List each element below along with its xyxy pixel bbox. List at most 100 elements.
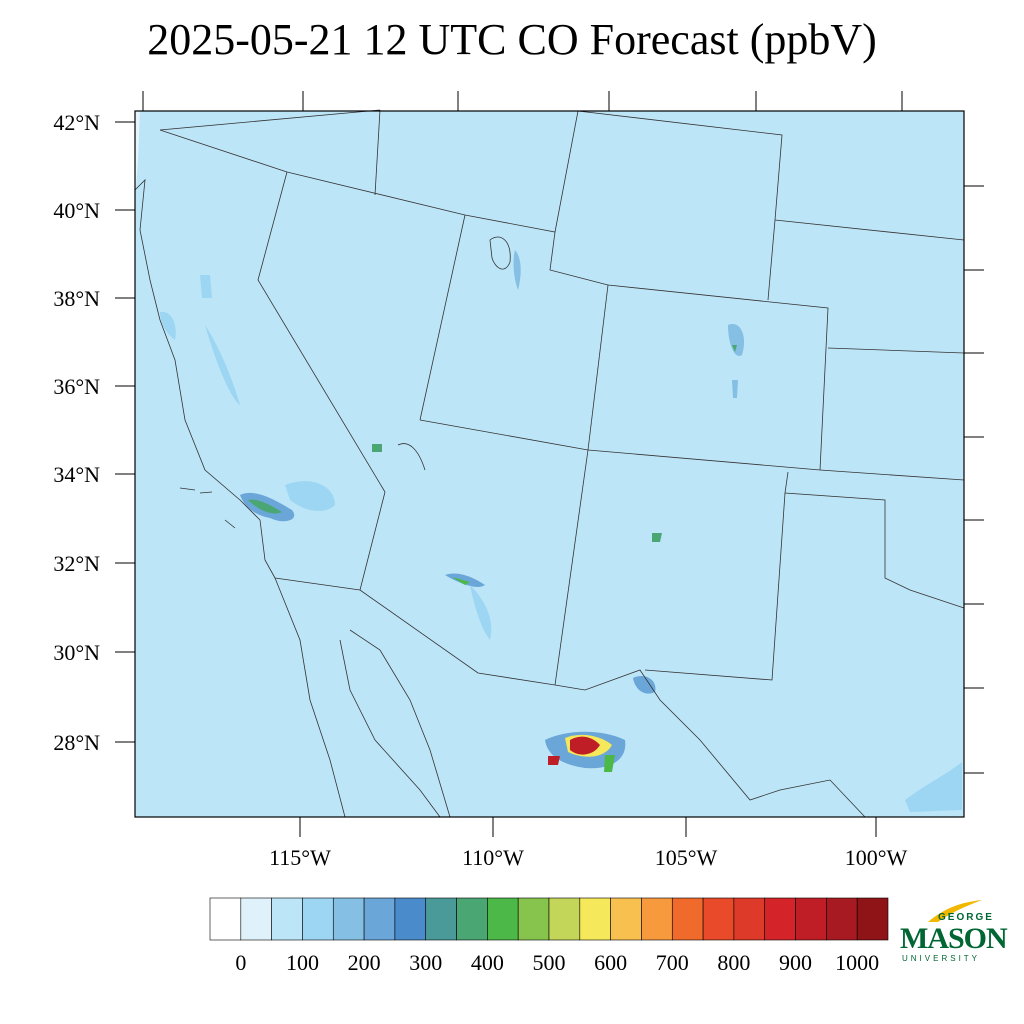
plume-la-halo bbox=[285, 481, 335, 512]
colorbar-swatch bbox=[517, 897, 550, 941]
colorbar-swatch bbox=[548, 897, 581, 941]
plume-phoenix bbox=[445, 573, 485, 587]
lat-label: 42°N bbox=[53, 110, 100, 135]
plume-mexico-fire-west bbox=[548, 756, 560, 765]
colorbar-swatch bbox=[856, 897, 889, 941]
logo-george: GEORGE bbox=[938, 912, 994, 923]
lon-axis: 115°W 110°W 105°W 100°W bbox=[269, 817, 908, 870]
lat-label: 38°N bbox=[53, 286, 100, 311]
colorbar-swatch bbox=[610, 897, 642, 941]
colorbar-swatch bbox=[209, 897, 242, 941]
colorbar-label: 200 bbox=[348, 950, 381, 975]
colorbar-label: 500 bbox=[533, 950, 566, 975]
plume-abq bbox=[652, 533, 662, 542]
lat-label: 32°N bbox=[53, 551, 100, 576]
colorbar-swatch bbox=[456, 897, 488, 941]
border-gulf-ca-east bbox=[339, 639, 441, 818]
great-salt-lake bbox=[489, 236, 511, 270]
plume-lasvegas bbox=[372, 444, 382, 452]
colorbar-label: 900 bbox=[779, 950, 812, 975]
border-ca-or bbox=[159, 109, 381, 131]
colorbar-swatch bbox=[641, 897, 673, 941]
colorbar-swatch bbox=[425, 897, 457, 941]
colorbar-swatch bbox=[394, 897, 427, 941]
colorbar-swatch bbox=[764, 897, 796, 941]
lon-label: 115°W bbox=[269, 845, 331, 870]
border-ut-wy bbox=[549, 231, 609, 286]
plume-mexico-fire-core bbox=[570, 736, 600, 755]
border-ut-co bbox=[587, 284, 609, 451]
colorbar-label: 800 bbox=[717, 950, 750, 975]
colorbar-swatch bbox=[733, 897, 766, 941]
map-background bbox=[135, 111, 964, 817]
border-us-mexico bbox=[274, 577, 866, 818]
lon-label: 105°W bbox=[655, 845, 718, 870]
border-sd-ne bbox=[774, 219, 965, 241]
colorbar-swatch bbox=[487, 897, 519, 941]
colorbar-swatch bbox=[332, 897, 365, 941]
plume-sacramento bbox=[200, 275, 212, 298]
colorbar-swatch bbox=[795, 897, 827, 941]
plume-central-valley bbox=[205, 325, 240, 405]
lon-label: 110°W bbox=[462, 845, 524, 870]
border-nm-tx-west bbox=[644, 492, 786, 681]
lon-label: 100°W bbox=[845, 845, 908, 870]
right-ticks bbox=[964, 185, 984, 774]
border-wy-co bbox=[607, 284, 829, 471]
plume-denver-trail bbox=[732, 380, 738, 398]
border-az-nm bbox=[554, 449, 589, 686]
plume-sf-bay bbox=[160, 311, 176, 340]
boundary-lines bbox=[159, 109, 965, 818]
colorbar-swatch bbox=[826, 897, 858, 941]
ocean-region bbox=[135, 111, 140, 200]
border-wy-ne bbox=[767, 219, 776, 301]
top-ticks bbox=[142, 91, 903, 111]
plume-phoenix-trail bbox=[470, 585, 492, 640]
plume-phoenix-core bbox=[452, 577, 470, 585]
border-sonora-chihuahua bbox=[349, 629, 451, 818]
lake-mead bbox=[397, 443, 426, 471]
border-ks-ok bbox=[819, 469, 965, 481]
coastline bbox=[134, 178, 276, 579]
logo-swoosh-icon bbox=[928, 900, 982, 922]
gmu-logo: GEORGE MASON UNIVERSITY bbox=[898, 898, 1008, 968]
colorbar-swatch bbox=[671, 897, 704, 941]
plume-layer bbox=[160, 250, 962, 812]
plume-elpaso bbox=[633, 675, 656, 694]
plume-slc bbox=[513, 250, 521, 290]
logo-mason: MASON bbox=[900, 922, 1008, 955]
plume-tx-se bbox=[905, 762, 962, 812]
colorbar-swatch bbox=[702, 897, 735, 941]
lat-label: 34°N bbox=[53, 462, 100, 487]
plume-denver bbox=[728, 324, 745, 356]
colorbar-label: 100 bbox=[286, 950, 319, 975]
logo-university: UNIVERSITY bbox=[902, 954, 981, 963]
border-or-id bbox=[374, 109, 381, 196]
plume-la-inner bbox=[248, 499, 282, 514]
border-nv-or bbox=[159, 129, 466, 216]
plume-mexico-fire-east bbox=[604, 755, 615, 772]
channel-islands bbox=[179, 487, 236, 529]
colorbar-label: 400 bbox=[471, 950, 504, 975]
colorbar-swatch bbox=[302, 897, 334, 941]
border-wy-mt bbox=[577, 110, 783, 221]
colorbar-swatch bbox=[240, 897, 272, 941]
colorbar-label: 600 bbox=[594, 950, 627, 975]
colorbar-label: 700 bbox=[656, 950, 689, 975]
colorbar-swatch bbox=[363, 897, 396, 941]
border-ut-az bbox=[419, 419, 589, 451]
colorbar: 0 100 200 300 400 500 600 700 800 900 1000 bbox=[209, 897, 889, 975]
lat-axis: 42°N 40°N 38°N 36°N 34°N 32°N 30°N 28°N bbox=[53, 110, 135, 755]
border-az-ca bbox=[359, 491, 386, 591]
lat-label: 30°N bbox=[53, 640, 100, 665]
border-ut-nv bbox=[419, 214, 466, 421]
border-co-nm bbox=[587, 449, 821, 471]
map-title: 2025-05-21 12 UTC CO Forecast (ppbV) bbox=[147, 15, 877, 64]
border-nm-tx bbox=[784, 471, 965, 609]
lat-label: 36°N bbox=[53, 374, 100, 399]
colorbar-swatch bbox=[271, 897, 303, 941]
colorbar-label: 0 bbox=[235, 950, 246, 975]
colorbar-swatch bbox=[579, 897, 611, 941]
border-ne-ks bbox=[827, 347, 965, 354]
